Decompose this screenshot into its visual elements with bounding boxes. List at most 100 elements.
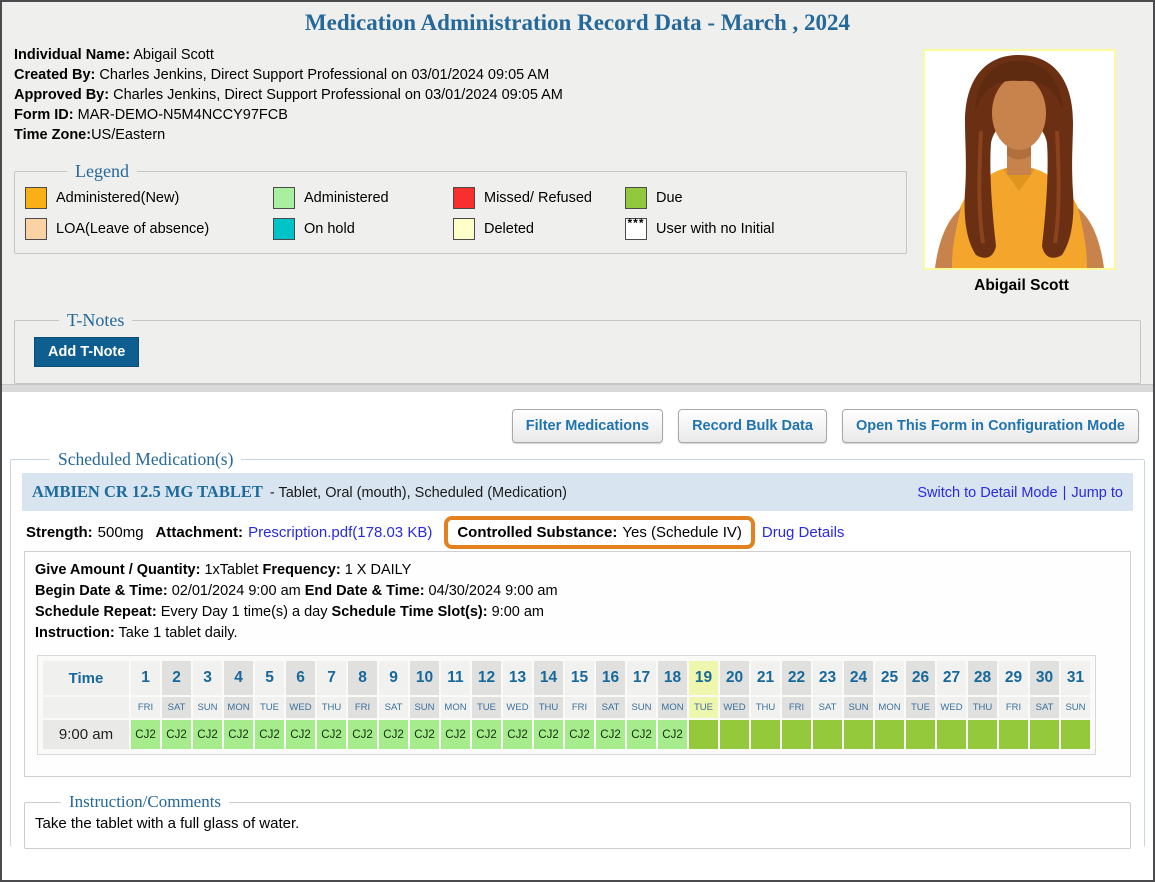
calendar-day-header: 18 [658,661,687,695]
patient-info-line: Time Zone:US/Eastern [14,127,166,143]
calendar-day-header: 13 [503,661,532,695]
legend-label: Deleted [484,221,534,237]
switch-detail-mode-link[interactable]: Switch to Detail Mode [917,485,1058,501]
calendar-dow-label: WED [503,697,532,718]
mar-cell-day-2-administered[interactable]: CJ2 [162,720,191,749]
mar-cell-day-15-administered[interactable]: CJ2 [565,720,594,749]
calendar-dow-label: SAT [162,697,191,718]
medication-subtitle: - Tablet, Oral (mouth), Scheduled (Medic… [269,485,567,501]
calendar-day-header: 22 [782,661,811,695]
scheduled-medications-fieldset: Scheduled Medication(s) AMBIEN CR 12.5 M… [10,449,1145,849]
mar-cell-day-17-administered[interactable]: CJ2 [627,720,656,749]
calendar-day-header: 3 [193,661,222,695]
mar-cell-day-13-administered[interactable]: CJ2 [503,720,532,749]
mar-cell-day-22-due[interactable] [782,720,811,749]
section-divider [2,384,1153,392]
calendar-dow-label: WED [720,697,749,718]
calendar-day-header: 16 [596,661,625,695]
mar-cell-day-24-due[interactable] [844,720,873,749]
mar-cell-day-16-administered[interactable]: CJ2 [596,720,625,749]
mar-calendar-table: Time 1 2 3 4 5 6 7 8 9 10 11 12 13 14 15 16 17 18 19 20 21 22 2… [41,659,1092,751]
jump-to-link[interactable]: Jump to [1071,485,1123,501]
mar-cell-day-12-administered[interactable]: CJ2 [472,720,501,749]
calendar-day-header: 12 [472,661,501,695]
calendar-dow-label: THU [317,697,346,718]
medication-detail-line: Schedule Repeat: Every Day 1 time(s) a d… [35,604,544,620]
toolbar-button-filter-medications[interactable]: Filter Medications [511,409,664,443]
mar-cell-day-29-due[interactable] [999,720,1028,749]
mar-cell-day-7-administered[interactable]: CJ2 [317,720,346,749]
mar-cell-day-3-administered[interactable]: CJ2 [193,720,222,749]
mar-cell-day-28-due[interactable] [968,720,997,749]
legend-title: Legend [75,161,129,181]
calendar-dow-label: TUE [906,697,935,718]
mar-cell-day-30-due[interactable] [1030,720,1059,749]
toolbar-button-record-bulk-data[interactable]: Record Bulk Data [678,409,827,443]
instruction-comments-text: Take the tablet with a full glass of wat… [35,815,300,832]
calendar-dow-label: THU [534,697,563,718]
legend-swatch-icon [453,187,475,209]
legend-label: Missed/ Refused [484,190,592,206]
controlled-substance-value: Yes (Schedule IV) [622,524,742,541]
calendar-dow-label: SUN [193,697,222,718]
mar-cell-day-1-administered[interactable]: CJ2 [131,720,160,749]
calendar-day-header: 30 [1030,661,1059,695]
patient-photo-name: Abigail Scott [974,277,1069,294]
legend-item: Administered(New) [25,187,273,209]
mar-cell-day-14-administered[interactable]: CJ2 [534,720,563,749]
avatar-left-arm [935,208,961,268]
legend-grid: Administered(New) Administered Missed/ Ref… [25,187,896,240]
tnotes-section: T-Notes Add T-Note [14,310,1141,384]
mar-cell-day-10-administered[interactable]: CJ2 [410,720,439,749]
calendar-day-header: 17 [627,661,656,695]
calendar-dow-label: MON [441,697,470,718]
mar-cell-day-23-due[interactable] [813,720,842,749]
legend-label: On hold [304,221,355,237]
mar-cell-day-31-due[interactable] [1061,720,1090,749]
mar-cell-day-4-administered[interactable]: CJ2 [224,720,253,749]
mar-cell-day-8-administered[interactable]: CJ2 [348,720,377,749]
patient-info-block: Individual Name: Abigail Scott Created By… [14,45,923,145]
legend-label: User with no Initial [656,221,775,237]
calendar-dow-label: MON [224,697,253,718]
mar-cell-day-21-due[interactable] [751,720,780,749]
calendar-dow-label: FRI [999,697,1028,718]
patient-photo [923,49,1116,270]
legend-swatch-icon [25,218,47,240]
scheduled-medications-title: Scheduled Medication(s) [58,449,234,469]
calendar-dow-label: TUE [472,697,501,718]
attachment-link[interactable]: Prescription.pdf(178.03 KB) [248,524,433,541]
calendar-day-header: 19 [689,661,718,695]
mar-cell-day-6-administered[interactable]: CJ2 [286,720,315,749]
calendar-dow-label: FRI [348,697,377,718]
toolbar-button-open-this-form-in-configuration-mode[interactable]: Open This Form in Configuration Mode [841,409,1139,443]
mar-cell-day-18-administered[interactable]: CJ2 [658,720,687,749]
mar-calendar-wrap: Time 1 2 3 4 5 6 7 8 9 10 11 12 13 14 15 16 17 18 19 20 21 22 2… [37,655,1096,755]
mar-cell-day-25-due[interactable] [875,720,904,749]
mar-cell-day-26-due[interactable] [906,720,935,749]
page-title: Medication Administration Record Data - … [304,10,851,35]
mar-cell-day-5-administered[interactable]: CJ2 [255,720,284,749]
calendar-day-header: 8 [348,661,377,695]
mar-cell-day-9-administered[interactable]: CJ2 [379,720,408,749]
calendar-dow-label: WED [286,697,315,718]
add-tnote-button[interactable]: Add T-Note [34,337,140,367]
legend-item: Deleted [453,218,625,240]
mar-cell-day-20-due[interactable] [720,720,749,749]
medications-section: Filter Medications Record Bulk Data Open T… [2,392,1153,849]
calendar-dow-label: MON [658,697,687,718]
mar-cell-day-27-due[interactable] [937,720,966,749]
drug-details-link[interactable]: Drug Details [761,524,845,541]
legend-section: Legend Administered(New) Administered Miss… [14,161,907,254]
mar-cell-day-11-administered[interactable]: CJ2 [441,720,470,749]
legend-item: Due [625,187,896,209]
calendar-day-header: 9 [379,661,408,695]
calendar-dow-label: SAT [813,697,842,718]
legend-item: Missed/ Refused [453,187,625,209]
patient-info-line: Individual Name: Abigail Scott [14,47,214,63]
legend-swatch-icon [25,187,47,209]
calendar-day-header: 2 [162,661,191,695]
toolbar: Filter Medications Record Bulk Data Open T… [2,409,1153,443]
strength-value: 500mg [97,524,144,541]
mar-cell-day-19-due[interactable] [689,720,718,749]
